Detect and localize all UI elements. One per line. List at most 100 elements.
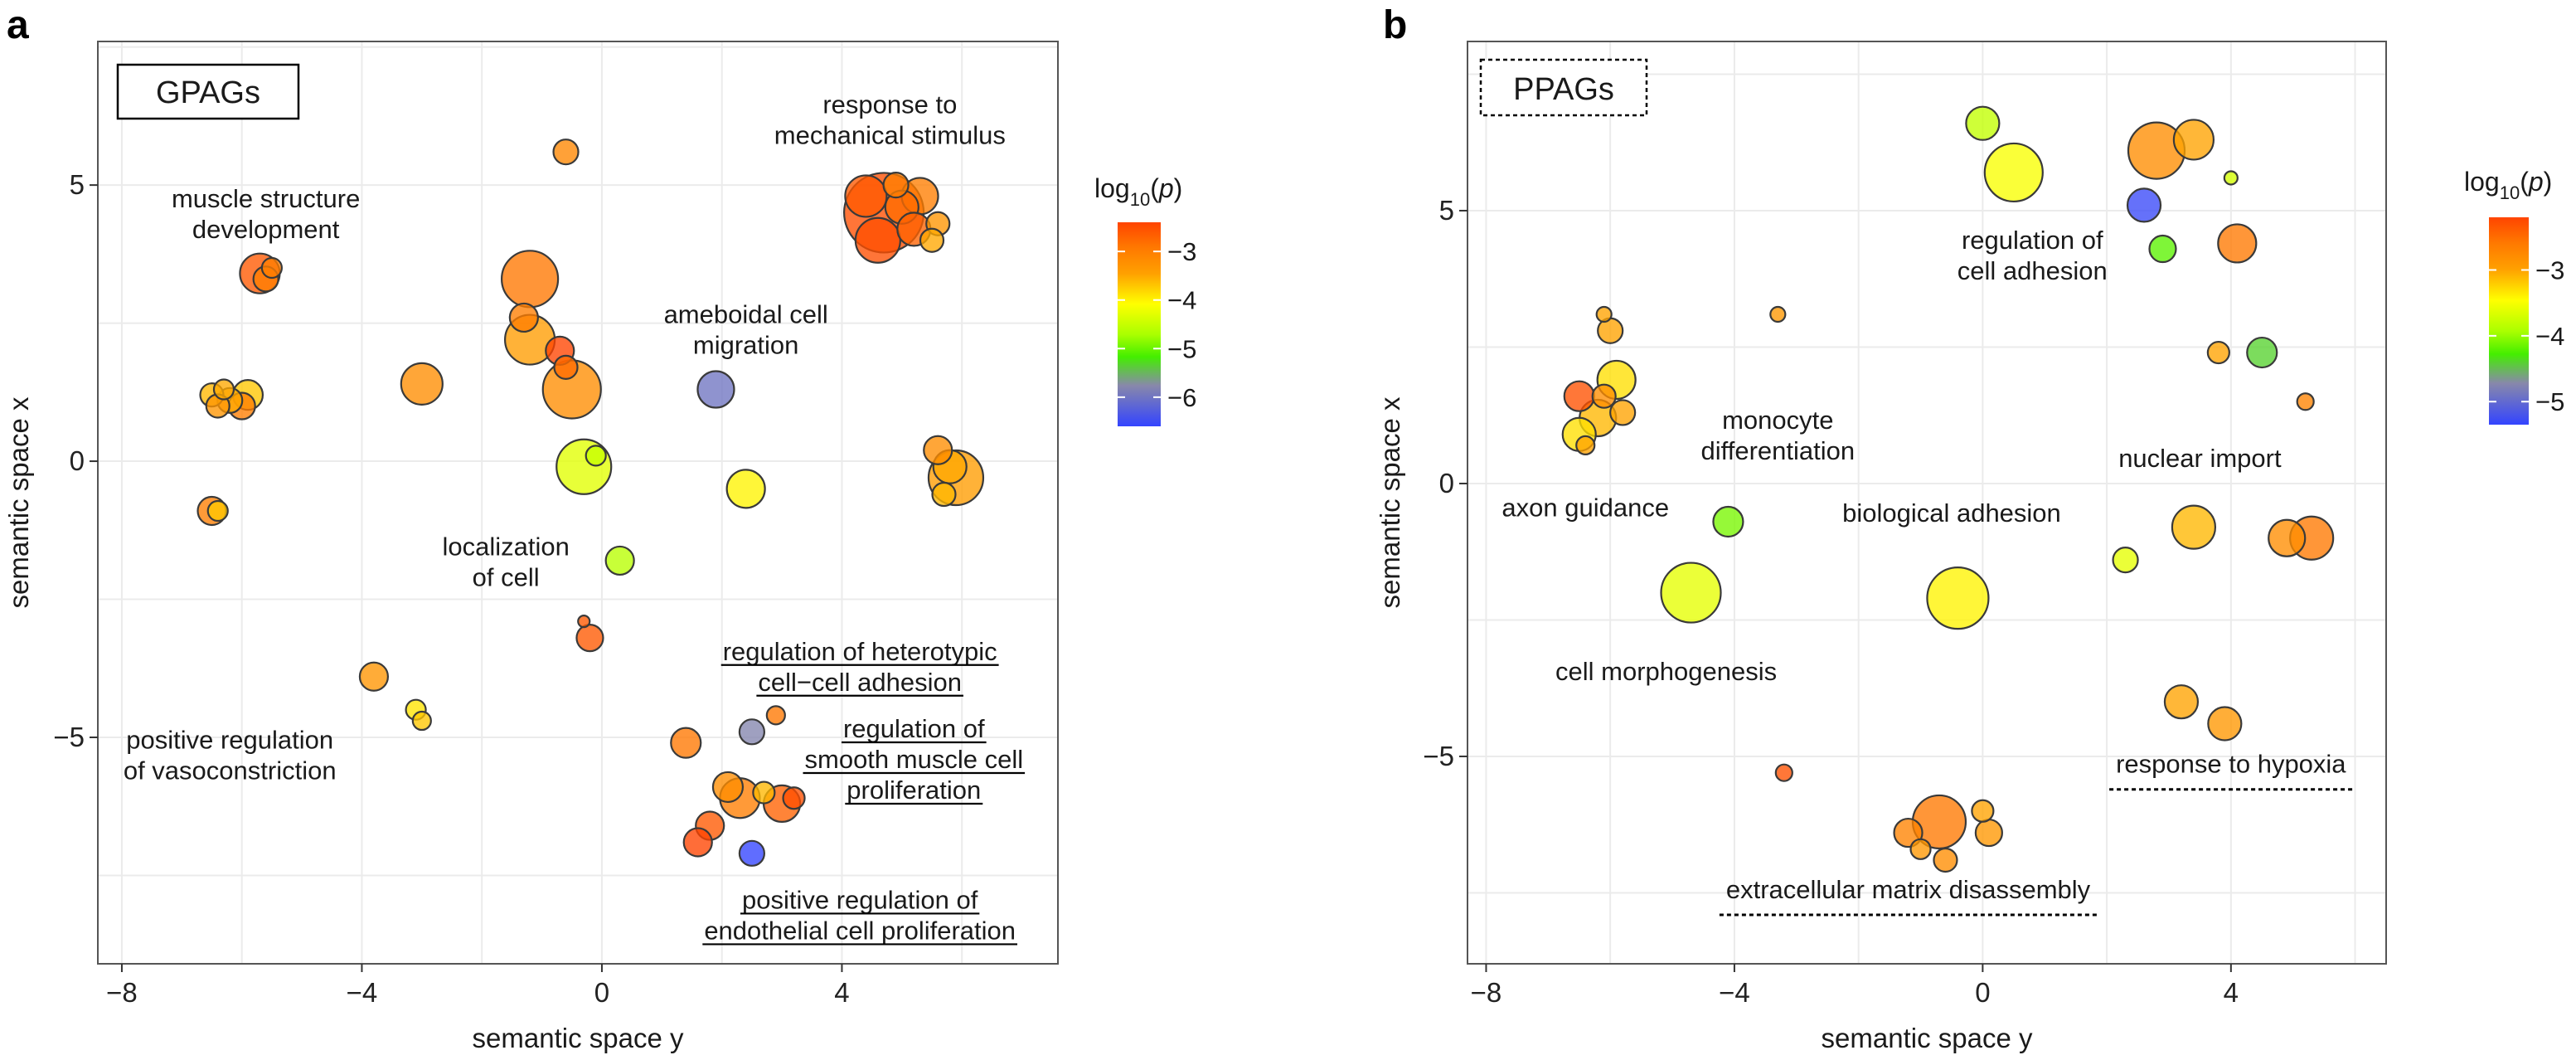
annotation-line: regulation of: [1962, 226, 2103, 255]
annotation-line: response to hypoxia: [2116, 750, 2346, 779]
bubble-point: [670, 727, 702, 759]
annotation-line: regulation of: [843, 714, 985, 743]
bubble-point: [2172, 119, 2215, 161]
annotation-line: of cell: [473, 562, 540, 591]
bubble-point: [212, 378, 235, 401]
annotation-line: cell−cell adhesion: [758, 668, 962, 697]
bubble-point: [1660, 562, 1722, 624]
bubble-point: [1769, 305, 1787, 323]
bubble-point: [1609, 399, 1637, 426]
annotation-line: development: [192, 215, 340, 244]
legend-tick-label: −5: [2535, 387, 2564, 416]
x-tick-label: 0: [1975, 977, 1990, 1008]
bubble-point: [1971, 799, 1995, 823]
bubble-point: [1595, 305, 1613, 323]
bubble-point: [738, 839, 765, 867]
bubble-point: [358, 661, 390, 692]
legend-tick-label: −3: [2535, 255, 2564, 284]
x-tick-label: −8: [1471, 977, 1502, 1008]
bubble-point: [1983, 142, 2044, 203]
annotation-line: biological adhesion: [1842, 498, 2061, 528]
legend-ticks: −3 −4 −5 −6: [1118, 237, 1196, 412]
x-tick-label: 0: [594, 977, 609, 1008]
color-legend: log10(p) −3 −4 −5 −6: [1094, 173, 1196, 426]
annotation-line: proliferation: [847, 776, 981, 805]
y-tick-label: 5: [70, 169, 85, 200]
bubble-point: [2268, 518, 2307, 557]
bubble-point: [1974, 818, 2003, 848]
bubble-point: [575, 624, 604, 653]
bubble-point: [1712, 505, 1744, 538]
gene-set-tag-box: [116, 63, 300, 120]
bubble-point: [553, 354, 579, 380]
y-tick-label: 5: [1439, 195, 1454, 226]
annotation-line: of vasoconstriction: [124, 756, 337, 785]
annotation-line: muscle structure: [172, 184, 360, 213]
bubble-point: [508, 302, 539, 333]
go-term-annotation: nuclear import: [2118, 444, 2282, 473]
bubble-point: [1926, 566, 1990, 630]
bubble-point: [696, 370, 735, 409]
y-axis-title: semantic space x: [1375, 396, 1405, 608]
legend-tick-label: −4: [1167, 286, 1196, 315]
bubble-point: [1591, 383, 1617, 409]
annotation-line: axon guidance: [1501, 493, 1669, 522]
bubble-point: [2171, 504, 2217, 550]
bubble-point: [1965, 105, 2001, 141]
bubble-layer: [1561, 105, 2335, 873]
annotation-line: localization: [442, 532, 569, 561]
x-tick-label: −4: [1719, 977, 1750, 1008]
color-legend: log10(p) −3 −4 −5: [2464, 167, 2564, 425]
bubble-point: [411, 710, 432, 732]
bubble-point: [844, 174, 888, 218]
y-axis-title: semantic space x: [3, 396, 34, 608]
annotation-line: cell adhesion: [1957, 256, 2108, 285]
y-tick-label: 0: [1439, 468, 1454, 498]
bubble-point: [2148, 234, 2177, 264]
bubble-point: [260, 256, 283, 280]
y-tick-label: 0: [70, 445, 85, 476]
bubble-point: [882, 172, 910, 199]
annotation-line: mechanical stimulus: [774, 121, 1006, 150]
bubble-point: [400, 362, 444, 406]
bubble-point: [919, 227, 945, 253]
bubble-point: [604, 545, 635, 576]
colorbar: [2489, 217, 2529, 425]
axis-ticks: −8 −4 0 4 −5 0 5: [53, 169, 849, 1008]
legend-title: log10(p): [1094, 173, 1182, 210]
go-term-annotation: axon guidance: [1501, 493, 1669, 522]
gene-set-tag: GPAGs: [156, 75, 260, 110]
legend-tick-label: −6: [1167, 383, 1196, 412]
y-tick-label: −5: [53, 722, 85, 752]
annotation-line: positive regulation of: [742, 885, 978, 914]
annotation-line: monocyte: [1722, 406, 1833, 435]
bubble-point: [2126, 187, 2162, 223]
legend-tick-label: −5: [1167, 334, 1196, 363]
bubble-point: [711, 771, 745, 804]
x-axis-title: semantic space y: [473, 1023, 684, 1053]
bubble-point: [752, 780, 776, 805]
gene-set-tag: PPAGs: [1513, 72, 1614, 107]
x-tick-label: 4: [2224, 977, 2239, 1008]
bubble-point: [931, 481, 957, 508]
bubble-point: [682, 827, 713, 858]
bubble-point: [1575, 435, 1596, 456]
annotation-line: migration: [693, 331, 799, 360]
bubble-point: [738, 718, 765, 746]
bubble-point: [585, 445, 607, 467]
bubble-point: [500, 250, 560, 309]
bubble-point: [577, 615, 591, 629]
bubble-point: [2207, 706, 2243, 742]
annotation-line: differentiation: [1701, 436, 1856, 465]
bubble-point: [782, 786, 806, 810]
bubble-point: [725, 469, 766, 509]
grid: [99, 42, 1057, 963]
